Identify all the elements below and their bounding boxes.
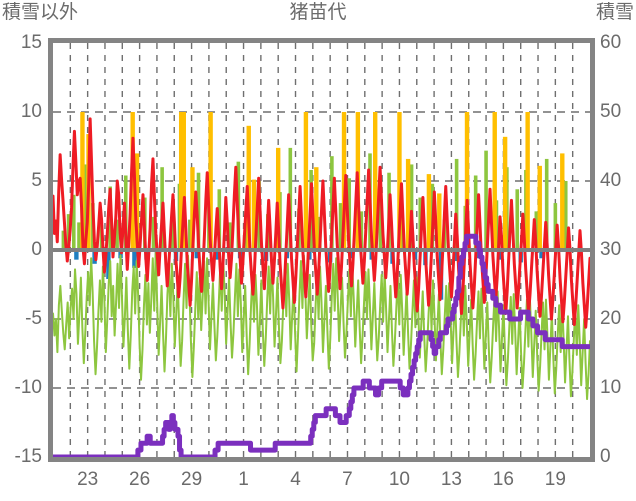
y-axis-right-tick: 20 [600,308,622,329]
x-axis-tick: 23 [77,469,99,490]
green-line-group [53,251,590,401]
y-axis-right-tick: 10 [600,377,622,398]
y-axis-right-tick: 50 [600,101,622,122]
y-axis-left-tick: -10 [14,377,42,398]
y-axis-left-tick: 5 [31,170,42,191]
y-axis-right-tick: 0 [600,446,611,467]
y-axis-left-tick: 0 [31,239,42,260]
y-axis-right-tick: 40 [600,170,622,191]
plot-canvas [53,43,590,457]
y-axis-right-tick: 60 [600,32,622,53]
plot-svg [53,43,590,457]
x-axis-tick: 19 [544,469,566,490]
x-axis-tick: 7 [342,469,353,490]
y-axis-left-tick: -15 [14,446,42,467]
x-axis-tick: 10 [388,469,410,490]
chart-title: 猪苗代 [289,2,347,23]
y-axis-left-tick: 10 [20,101,42,122]
x-axis-tick: 1 [238,469,249,490]
purple-line-group [53,233,590,457]
right-axis-title: 積雪 [595,2,634,23]
y-axis-left-tick: -5 [25,308,42,329]
x-axis-tick: 29 [181,469,203,490]
red-line-group [53,117,590,329]
y-axis-right-tick: 30 [600,239,622,260]
plot-area [48,38,595,462]
y-axis-left-tick: 15 [20,32,42,53]
x-axis-tick: 26 [129,469,151,490]
left-axis-title: 積雪以外 [2,2,79,23]
x-axis-tick: 16 [492,469,514,490]
x-axis-tick: 13 [440,469,462,490]
x-axis-tick: 4 [290,469,301,490]
